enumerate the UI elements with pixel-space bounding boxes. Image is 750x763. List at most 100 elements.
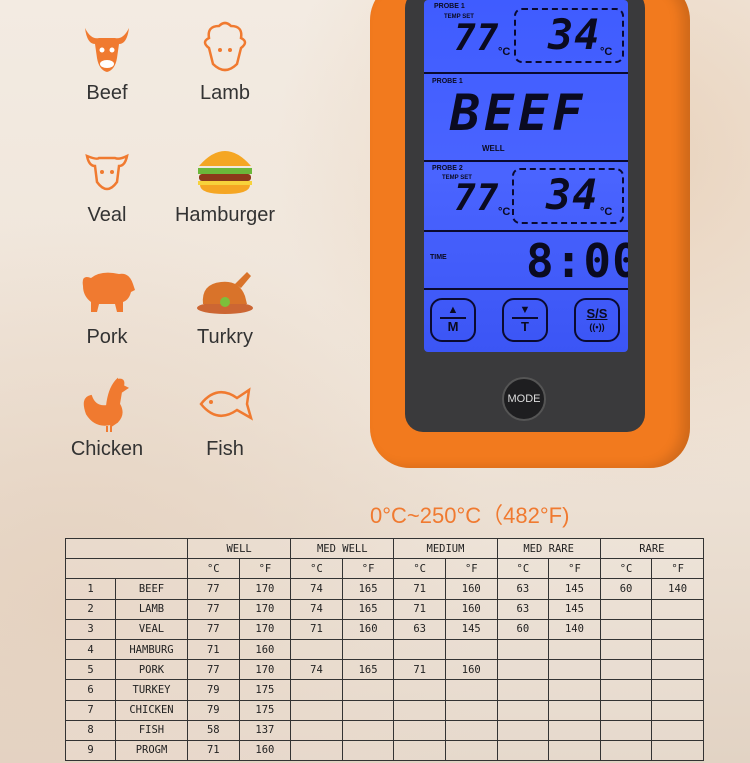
temp-cell: 145	[548, 578, 601, 600]
meat-section: PROBE 1 BEEF WELL	[424, 74, 628, 162]
unit-c: °C	[290, 558, 343, 580]
temp-cell	[444, 679, 498, 701]
meat-name: PORK	[115, 659, 188, 681]
meat-name: TURKEY	[115, 679, 188, 701]
probe1-set-temp: 77	[454, 18, 500, 59]
temp-cell: 74	[290, 598, 343, 620]
temp-cell	[599, 739, 653, 762]
temp-cell: 160	[238, 638, 292, 661]
temp-cell	[599, 598, 653, 620]
temp-cell	[496, 659, 550, 681]
temp-cell: 79	[187, 699, 240, 721]
food-item-veal: Veal	[52, 140, 162, 227]
temp-cell	[393, 739, 446, 762]
hamburger-icon	[198, 151, 252, 194]
unit-f: °F	[238, 558, 292, 580]
temp-cell: 77	[187, 659, 240, 681]
blank-cell	[65, 558, 188, 580]
probe2-set-temp: 77	[454, 178, 500, 219]
temp-cell	[341, 719, 395, 741]
food-item-pork: Pork	[52, 262, 162, 349]
temp-cell: 160	[341, 618, 395, 640]
temp-cell	[444, 739, 498, 762]
table-header-row: WELL MED WELL MEDIUM MED RARE RARE	[65, 537, 704, 560]
food-label: Hamburger	[174, 204, 276, 226]
probe1-meat-label: PROBE 1	[432, 78, 463, 85]
doneness-header: MED WELL	[290, 537, 395, 560]
unit-c: °C	[393, 558, 446, 580]
unit-f: °F	[651, 558, 704, 580]
food-label: Pork	[86, 326, 128, 348]
temp-cell	[548, 638, 601, 661]
meat-name: CHICKEN	[115, 699, 188, 721]
probe2-label: PROBE 2	[432, 165, 463, 172]
temp-cell: 71	[187, 638, 240, 661]
doneness-header: WELL	[186, 537, 292, 560]
temp-cell: 74	[290, 578, 343, 600]
unit: °C	[498, 46, 511, 58]
unit-f: °F	[444, 558, 498, 580]
start-stop-button[interactable]: S/S ((•))	[574, 298, 620, 342]
unit-row: °C °F °C °F °C °F °C °F °C °F	[65, 558, 704, 580]
temp-cell	[651, 699, 704, 721]
food-item-fish: Fish	[170, 374, 280, 461]
unit-c: °C	[187, 558, 240, 580]
table-row: 3 VEAL 77 170 71 160 63 145 60 140	[65, 618, 704, 640]
down-t-button[interactable]: ▼ T	[502, 298, 548, 342]
temp-cell	[496, 679, 550, 701]
row-number: 3	[65, 618, 116, 640]
table-row: 7 CHICKEN 79 175	[65, 699, 704, 721]
doneness-table: WELL MED WELL MEDIUM MED RARE RARE °C °F °C °F °C…	[65, 537, 704, 762]
temp-cell	[496, 739, 550, 762]
temp-cell: 170	[238, 578, 292, 600]
temp-cell: 165	[341, 578, 395, 600]
temp-cell: 58	[187, 719, 240, 741]
temp-cell	[599, 659, 653, 681]
row-number: 4	[65, 638, 116, 661]
temp-cell: 165	[341, 659, 395, 681]
temp-cell	[290, 739, 343, 762]
time-section: TIME 8:00	[424, 232, 628, 290]
temp-cell: 160	[238, 739, 292, 762]
food-item-lamb: Lamb	[170, 18, 280, 105]
temp-cell: 145	[548, 598, 601, 620]
table-row: 1 BEEF 77 170 74 165 71 160 63 145 60 140	[65, 578, 704, 600]
temp-cell	[290, 699, 343, 721]
temp-cell: 137	[238, 719, 292, 741]
temp-cell: 74	[290, 659, 343, 681]
mode-button[interactable]: MODE	[502, 377, 546, 421]
temp-cell: 140	[548, 618, 601, 640]
fish-icon	[199, 387, 254, 421]
probe2-section: PROBE 2 TEMP SET 77 °C 34 °C	[424, 162, 628, 232]
food-label: Beef	[86, 82, 128, 104]
food-item-turkry: Turkry	[170, 262, 280, 349]
rooster-icon	[83, 377, 129, 432]
table-row: 9 PROGM 71 160	[65, 739, 704, 762]
time-value: 8:00	[526, 234, 628, 288]
up-m-button[interactable]: ▲ M	[430, 298, 476, 342]
m-label: M	[447, 319, 459, 334]
temp-cell: 71	[393, 578, 446, 600]
temp-cell	[496, 699, 550, 721]
temp-cell	[341, 679, 395, 701]
calf-head-icon	[85, 153, 129, 191]
row-number: 9	[65, 739, 116, 762]
doneness-header: RARE	[599, 537, 704, 560]
meat-name: BEEF	[115, 578, 188, 600]
meat-name: LAMB	[115, 598, 188, 620]
temp-cell	[341, 699, 395, 721]
temp-cell: 170	[238, 659, 292, 681]
food-label: Fish	[206, 438, 244, 460]
temp-cell	[393, 699, 446, 721]
temp-cell: 63	[496, 578, 550, 600]
temp-cell	[496, 638, 550, 661]
temp-cell	[444, 638, 498, 661]
temp-cell: 145	[444, 618, 498, 640]
probe1-current-box: 34 °C	[514, 8, 624, 63]
temp-cell: 71	[393, 598, 446, 620]
table-row: 4 HAMBURG 71 160	[65, 638, 704, 661]
temp-cell	[290, 638, 343, 661]
temp-cell: 79	[187, 679, 240, 701]
temp-cell	[393, 719, 446, 741]
ss-label: S/S	[586, 306, 608, 321]
